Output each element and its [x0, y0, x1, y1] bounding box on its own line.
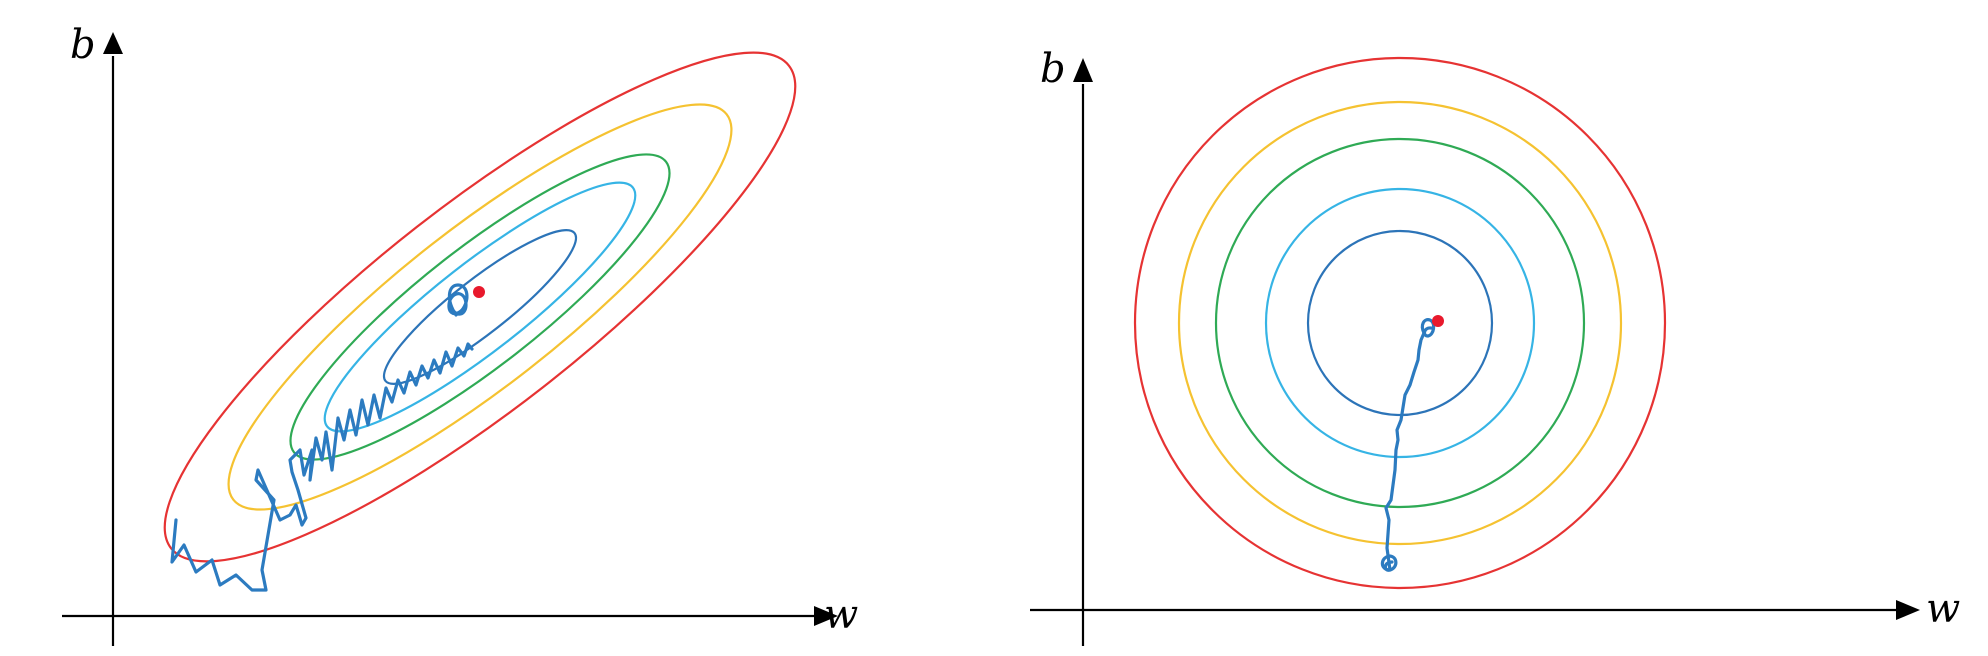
- left-contour-4: [323, 181, 637, 433]
- left-contour-2: [227, 103, 733, 511]
- left-descent-path: [170, 342, 474, 592]
- left-x-label: w: [824, 592, 858, 638]
- right-contour-2: [1177, 100, 1623, 546]
- right-minimum-point: [1432, 315, 1444, 327]
- left-minimum-point: [473, 286, 485, 298]
- left-contour-1: [163, 51, 797, 563]
- left-panel: w b: [62, 22, 858, 646]
- right-contour-5: [1306, 229, 1494, 417]
- left-y-label: b: [70, 22, 96, 68]
- right-descent-end-loop: [1420, 318, 1436, 338]
- right-contour-1: [1133, 56, 1667, 590]
- left-y-axis-arrow-icon: [103, 32, 123, 54]
- right-contour-3: [1214, 137, 1586, 509]
- right-x-axis-arrow-icon: [1896, 600, 1920, 620]
- right-descent-path: [1384, 331, 1426, 572]
- right-y-axis-arrow-icon: [1073, 58, 1093, 82]
- right-descent-start-loop: [1380, 554, 1398, 572]
- right-contour-4: [1264, 187, 1536, 459]
- left-descent-tangle: [447, 283, 469, 317]
- right-y-label: b: [1040, 46, 1066, 92]
- right-panel: w b: [1030, 46, 1960, 646]
- left-contour-3: [289, 153, 671, 461]
- left-x-axis-arrow-icon: [814, 606, 838, 626]
- right-x-label: w: [1926, 586, 1960, 632]
- left-contour-5: [382, 229, 578, 385]
